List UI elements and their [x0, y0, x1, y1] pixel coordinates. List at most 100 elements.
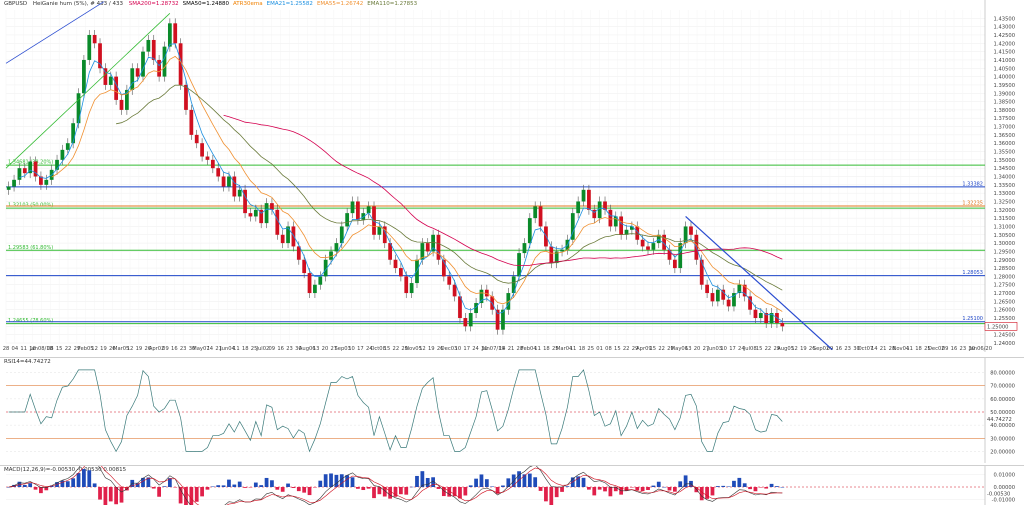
- macd-histogram-bar: [98, 487, 102, 500]
- candle-body: [742, 284, 747, 297]
- candle-body: [318, 276, 323, 285]
- candle-body: [307, 273, 312, 294]
- candle-body: [313, 284, 317, 294]
- x-tick-label: 22: [765, 346, 772, 352]
- x-tick-label: Dec02: [928, 346, 945, 352]
- x-tick-label: Aug05: [777, 346, 794, 352]
- macd-histogram-bar: [92, 483, 97, 487]
- x-tick-label: 24: [472, 346, 479, 352]
- x-tick-label: Jul08: [743, 346, 757, 352]
- candle-body: [398, 268, 403, 277]
- y-tick-label: 1.28500: [994, 266, 1015, 272]
- candle-body: [715, 289, 720, 302]
- y-tick-label: 1.41500: [994, 50, 1015, 56]
- rsi-line: [8, 369, 783, 453]
- rsi-panel[interactable]: RSI14=44.74272 80.00000 70.00000 60.00000 5…: [0, 357, 1024, 463]
- macd-histogram-bar: [264, 477, 269, 487]
- macd-chart-svg[interactable]: 0.01000 0.00000 -0.01000-0.00530: [0, 466, 1024, 505]
- candle-body: [334, 243, 339, 252]
- x-tick-label: 09: [827, 346, 834, 352]
- candle-body: [377, 226, 382, 235]
- y-tick-label: 1.38000: [994, 108, 1015, 114]
- x-tick-label: 16: [836, 346, 843, 352]
- candle-body: [124, 89, 129, 110]
- macd-histogram-bar: [162, 486, 167, 487]
- candle-body: [356, 201, 360, 220]
- candle-body: [60, 149, 65, 160]
- macd-histogram-bar: [141, 477, 145, 487]
- macd-histogram-bar: [705, 487, 709, 499]
- x-tick-label: 09: [162, 346, 169, 352]
- rsi-tick-label: 30.00000: [990, 436, 1015, 442]
- candle-body: [689, 226, 693, 235]
- macd-histogram-bar: [415, 475, 419, 487]
- macd-histogram-bar: [549, 487, 554, 505]
- macd-histogram-bar: [291, 487, 296, 488]
- x-tick-label: Jan07/19: [481, 346, 505, 352]
- macd-histogram-bar: [613, 487, 618, 492]
- candle-body: [683, 226, 688, 244]
- candle-body: [39, 176, 43, 185]
- y-tick-label: 1.31500: [994, 216, 1015, 222]
- y-tick-label: 1.31000: [994, 224, 1015, 230]
- macd-histogram-bar: [345, 475, 350, 487]
- x-tick-label: Jan06/20: [968, 346, 992, 352]
- macd-histogram-bar: [382, 487, 387, 497]
- macd-histogram-bar: [22, 484, 27, 487]
- macd-histogram-bar: [210, 486, 215, 488]
- candle-body: [554, 251, 559, 264]
- x-tick-label: Jul02: [255, 346, 269, 352]
- candle-body: [119, 99, 124, 110]
- price-chart-panel[interactable]: GBPUSD HeiGanie hum (5%), # 433 / 433 SM…: [0, 0, 1024, 352]
- macd-histogram-bar: [339, 474, 344, 487]
- candle-body: [173, 23, 178, 44]
- y-tick-label: 1.42500: [994, 33, 1015, 39]
- macd-panel[interactable]: MACD(12,26,9)=-0.00530 -0.00530 0.00815 …: [0, 465, 1024, 505]
- x-tick-label: 30: [853, 346, 860, 352]
- x-tick-label: May06: [671, 346, 688, 352]
- macd-histogram-bar: [173, 487, 178, 488]
- candle-body: [108, 76, 113, 85]
- candle-body: [270, 203, 274, 210]
- x-tick-label: 18: [29, 346, 36, 352]
- candle-body: [302, 259, 307, 274]
- macd-histogram-bar: [672, 487, 677, 492]
- candle-body: [178, 43, 183, 85]
- candle-body: [479, 289, 484, 304]
- candle-body: [678, 243, 683, 269]
- x-tick-label: 28: [889, 346, 896, 352]
- candle-body: [237, 189, 242, 197]
- trendline: [5, 1, 105, 64]
- x-tick-label: 12: [419, 346, 426, 352]
- macd-line: [8, 466, 783, 505]
- candle-body: [141, 51, 145, 77]
- candle-body: [291, 226, 296, 247]
- rsi-tick-label: 60.00000: [990, 397, 1015, 403]
- y-tick-label: 1.24000: [994, 341, 1015, 347]
- macd-histogram-bar: [248, 487, 253, 488]
- x-tick-label: 21: [215, 346, 222, 352]
- y-tick-label: 1.34500: [994, 166, 1015, 172]
- x-tick-label: 16: [171, 346, 178, 352]
- macd-histogram-bar: [33, 487, 38, 490]
- macd-histogram-bar: [683, 475, 688, 487]
- macd-histogram-bar: [200, 487, 204, 497]
- candle-body: [495, 309, 500, 330]
- symbol-label: GBPUSD: [4, 1, 28, 7]
- candle-body: [597, 201, 602, 219]
- x-tick-label: Jun04: [219, 346, 235, 352]
- y-tick-label: 1.36500: [994, 133, 1015, 139]
- price-level-label: 1.32235: [962, 200, 983, 206]
- x-tick-label: 15: [56, 346, 63, 352]
- candle-body: [92, 34, 97, 44]
- rsi-chart-svg[interactable]: 80.00000 70.00000 60.00000 50.00000 40.00000…: [0, 358, 1024, 463]
- macd-histogram-bar: [227, 479, 231, 487]
- price-chart-svg[interactable]: 1.43500 1.43000 1.42500 1.42000 1.41500 1.410…: [0, 0, 1024, 352]
- x-tick-label: 16: [951, 346, 958, 352]
- y-tick-label: 1.33000: [994, 191, 1015, 197]
- macd-histogram-bar: [275, 487, 280, 490]
- candle-body: [151, 39, 156, 60]
- x-tick-label: Feb04: [521, 346, 537, 352]
- candle-body: [721, 289, 726, 300]
- candle-body: [769, 313, 774, 324]
